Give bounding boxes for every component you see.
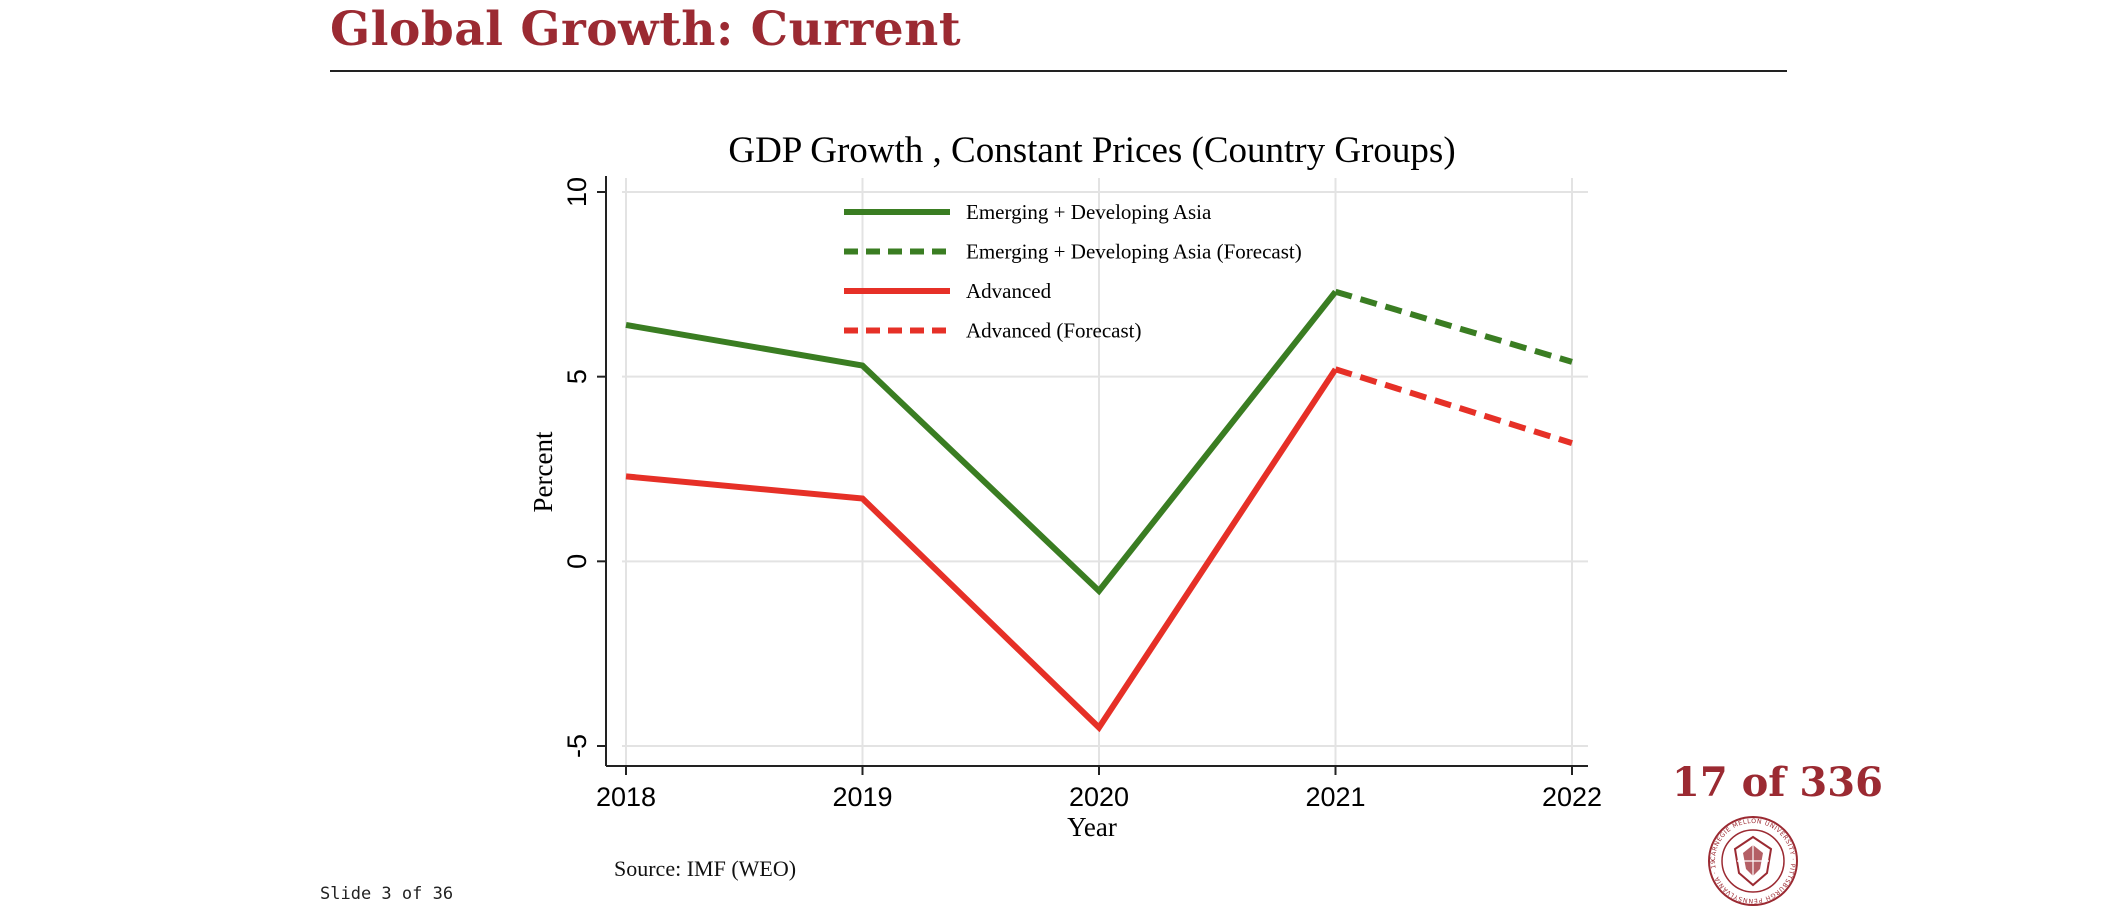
legend-label: Advanced	[966, 279, 1052, 303]
title-divider	[330, 70, 1787, 72]
series-line	[1334, 288, 1573, 365]
legend: Emerging + Developing Asia Emerging + Dev…	[844, 200, 1302, 343]
series-lines	[625, 288, 1573, 733]
source-note: Source: IMF (WEO)	[614, 856, 797, 881]
x-tick-label: 2021	[1305, 782, 1365, 812]
slide-title: Global Growth: Current	[330, 2, 962, 57]
legend-label: Emerging + Developing Asia	[966, 200, 1212, 224]
university-seal-logo: CARNEGIE MELLON UNIVERSITY · PITTSBURGH …	[1705, 815, 1798, 906]
series-line	[1334, 366, 1573, 447]
y-tick-label: 5	[562, 369, 592, 384]
y-tick-label: 0	[562, 554, 592, 569]
x-axis-label: Year	[1067, 812, 1117, 842]
x-tick-label: 2019	[832, 782, 892, 812]
x-tick-label: 2022	[1542, 782, 1602, 812]
y-tick-label: -5	[562, 734, 592, 758]
slide-indicator: Slide 3 of 36	[320, 884, 454, 904]
y-axis-label: Percent	[528, 431, 558, 512]
x-tick-label: 2018	[596, 782, 656, 812]
axes	[597, 176, 1588, 775]
page-counter: 17 of 336	[1672, 759, 1883, 806]
tick-labels: 2018 2019 2020 2021 2022 -5 0 5 10	[562, 177, 1602, 812]
x-tick-label: 2020	[1069, 782, 1129, 812]
y-tick-label: 10	[562, 177, 592, 207]
grid-lines	[622, 178, 1588, 766]
legend-label: Emerging + Developing Asia (Forecast)	[966, 240, 1302, 264]
series-line	[625, 367, 1339, 733]
chart-title: GDP Growth , Constant Prices (Country Gr…	[728, 130, 1455, 171]
legend-label: Advanced (Forecast)	[966, 319, 1142, 343]
series-line	[625, 289, 1338, 596]
